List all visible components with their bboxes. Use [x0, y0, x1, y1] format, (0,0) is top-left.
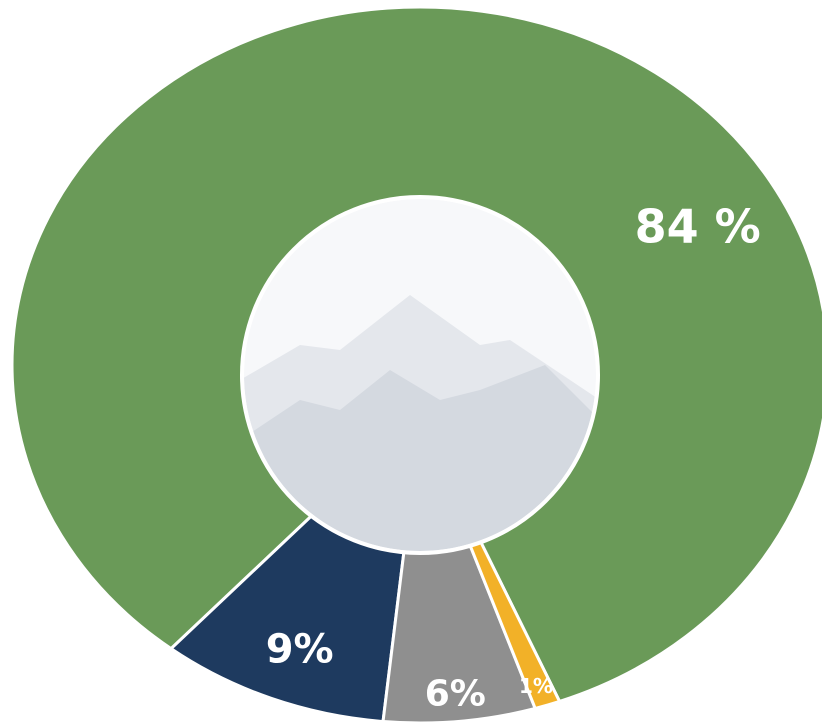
chart: 84 % 9% 6% 1% [0, 0, 822, 726]
value-label: 9% [266, 626, 334, 672]
value-label: 1% [519, 674, 553, 698]
value-label: 84 % [635, 200, 761, 254]
page: 84 %9%6%1% (() => { const data = JSON.pa… [0, 0, 822, 726]
value-label: 6% [425, 673, 486, 714]
